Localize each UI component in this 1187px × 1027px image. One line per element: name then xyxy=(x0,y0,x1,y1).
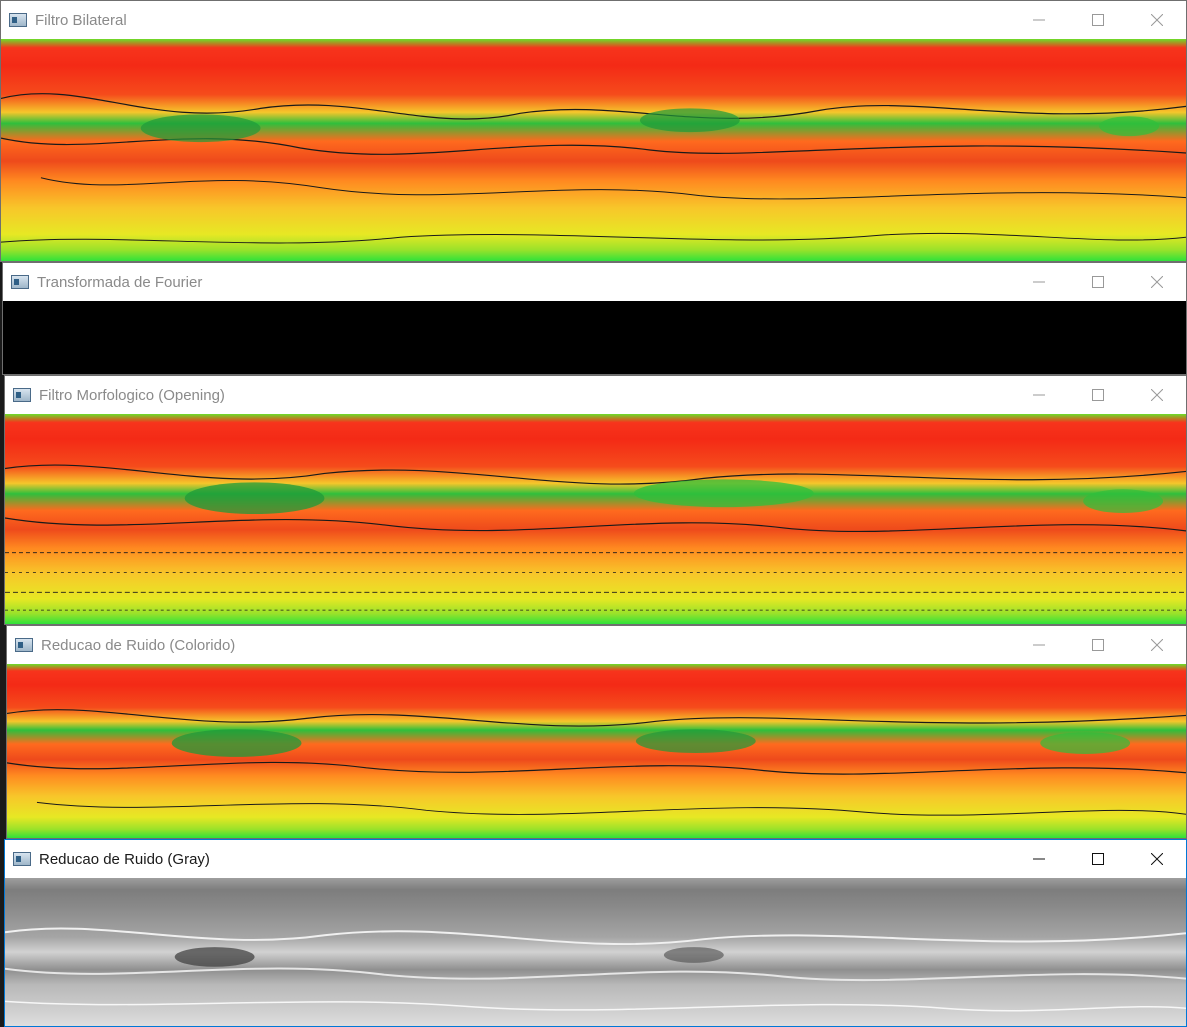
titlebar[interactable]: Filtro Morfologico (Opening) xyxy=(5,376,1186,414)
close-icon xyxy=(1150,853,1163,865)
texture-overlay xyxy=(5,927,1186,1012)
close-button[interactable] xyxy=(1127,626,1186,664)
close-icon xyxy=(1150,389,1163,401)
window-title: Reducao de Ruido (Gray) xyxy=(39,850,210,868)
close-icon xyxy=(1150,276,1163,288)
window-title: Reducao de Ruido (Colorido) xyxy=(41,636,236,654)
maximize-button[interactable] xyxy=(1068,376,1127,414)
close-icon xyxy=(1150,639,1163,651)
image-canvas[interactable] xyxy=(5,414,1186,624)
thermal-image xyxy=(1,39,1186,261)
titlebar[interactable]: Filtro Bilateral xyxy=(1,1,1186,39)
opencv-window-icon xyxy=(13,388,31,402)
maximize-button[interactable] xyxy=(1068,1,1127,39)
maximize-button[interactable] xyxy=(1068,840,1127,878)
maximize-icon xyxy=(1091,389,1104,401)
contour-overlay xyxy=(7,709,1186,816)
close-button[interactable] xyxy=(1127,1,1186,39)
minimize-button[interactable] xyxy=(1009,263,1068,301)
minimize-button[interactable] xyxy=(1009,626,1068,664)
minimize-button[interactable] xyxy=(1009,840,1068,878)
window-reducao-ruido-gray[interactable]: Reducao de Ruido (Gray) xyxy=(4,839,1187,1027)
maximize-icon xyxy=(1091,853,1104,865)
opencv-window-icon xyxy=(15,638,33,652)
maximize-button[interactable] xyxy=(1068,626,1127,664)
window-reducao-ruido-colorido[interactable]: Reducao de Ruido (Colorido) xyxy=(6,625,1187,839)
maximize-button[interactable] xyxy=(1068,263,1127,301)
image-canvas[interactable] xyxy=(5,878,1186,1026)
close-button[interactable] xyxy=(1127,263,1186,301)
window-title: Filtro Morfologico (Opening) xyxy=(39,386,225,404)
image-canvas[interactable] xyxy=(1,39,1186,261)
minimize-button[interactable] xyxy=(1009,1,1068,39)
titlebar[interactable]: Transformada de Fourier xyxy=(3,263,1186,301)
opencv-window-icon xyxy=(9,13,27,27)
image-canvas[interactable] xyxy=(3,301,1186,374)
window-filtro-bilateral[interactable]: Filtro Bilateral xyxy=(0,0,1187,262)
minimize-icon xyxy=(1032,19,1045,21)
window-controls xyxy=(1009,263,1186,301)
window-controls xyxy=(1009,626,1186,664)
grayscale-image xyxy=(5,878,1186,1026)
window-filtro-morfologico[interactable]: Filtro Morfologico (Opening) xyxy=(4,375,1187,625)
window-controls xyxy=(1009,376,1186,414)
close-icon xyxy=(1150,14,1163,26)
contour-overlay xyxy=(1,93,1186,244)
minimize-icon xyxy=(1032,644,1045,646)
window-controls xyxy=(1009,1,1186,39)
window-title: Filtro Bilateral xyxy=(35,11,127,29)
window-controls xyxy=(1009,840,1186,878)
titlebar[interactable]: Reducao de Ruido (Colorido) xyxy=(7,626,1186,664)
image-canvas[interactable] xyxy=(7,664,1186,838)
thermal-image xyxy=(5,414,1186,624)
opencv-window-icon xyxy=(11,275,29,289)
maximize-icon xyxy=(1091,14,1104,26)
maximize-icon xyxy=(1091,639,1104,651)
close-button[interactable] xyxy=(1127,376,1186,414)
contour-overlay xyxy=(5,464,1186,611)
maximize-icon xyxy=(1091,276,1104,288)
minimize-icon xyxy=(1032,858,1045,860)
minimize-icon xyxy=(1032,281,1045,283)
window-title: Transformada de Fourier xyxy=(37,273,203,291)
close-button[interactable] xyxy=(1127,840,1186,878)
minimize-button[interactable] xyxy=(1009,376,1068,414)
window-transformada-fourier[interactable]: Transformada de Fourier xyxy=(2,262,1187,375)
minimize-icon xyxy=(1032,394,1045,396)
thermal-image xyxy=(7,664,1186,838)
titlebar[interactable]: Reducao de Ruido (Gray) xyxy=(5,840,1186,878)
opencv-window-icon xyxy=(13,852,31,866)
fourier-image xyxy=(3,301,1186,374)
